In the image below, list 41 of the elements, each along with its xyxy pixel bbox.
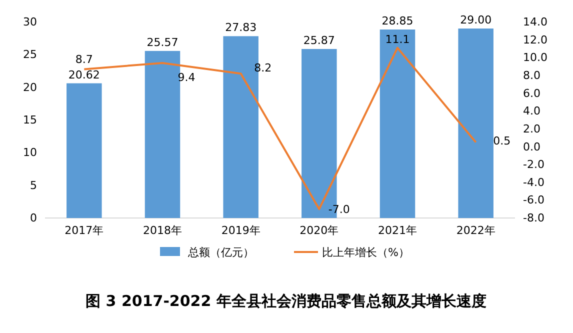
legend-label: 总额（亿元） [187,246,254,259]
y-tick-label: 0 [30,212,37,225]
y-tick-label: 30 [23,16,37,29]
data-label: 20.62 [68,68,100,82]
data-label: 0.5 [493,134,511,148]
y2-tick-label: 4.0 [523,104,540,118]
legend-label: 比上年增长（%） [322,246,410,259]
x-tick-label: 2022年 [456,224,496,237]
data-label: 8.7 [75,53,93,66]
bar [66,83,102,218]
bar [144,50,180,218]
bar [380,30,416,218]
y-tick-label: 25 [23,48,37,62]
data-label: 28.85 [382,14,414,28]
y2-tick-label: 10.0 [523,51,548,64]
y2-tick-label: 8.0 [523,68,540,82]
y2-tick-label: 12.0 [523,33,548,46]
data-label: 27.83 [225,21,257,34]
data-label: 11.1 [385,32,410,46]
x-tick-label: 2021年 [378,224,417,237]
y2-tick-label: 6.0 [523,86,540,100]
y-tick-label: 20 [23,80,37,94]
x-tick-label: 2019年 [221,224,260,237]
y-tick-label: 5 [30,178,37,192]
bar [458,28,494,218]
y-tick-label: 15 [23,114,37,127]
x-tick-label: 2017年 [64,224,104,237]
data-label: 29.00 [460,14,492,27]
y2-tick-label: -2.0 [523,158,544,172]
data-label: 25.87 [303,34,335,47]
data-label: 25.57 [146,36,178,49]
y2-tick-label: -4.0 [523,176,544,189]
y2-tick-label: -8.0 [523,212,544,225]
y2-tick-label: 2.0 [523,122,540,136]
y-tick-label: 10 [23,146,37,160]
y2-tick-label: 0.0 [523,140,540,154]
y2-tick-label: 14.0 [523,16,548,29]
x-tick-label: 2020年 [300,224,339,237]
x-tick-label: 2018年 [143,224,182,237]
y2-tick-label: -6.0 [523,194,544,207]
text: 图 3 2017-2022 年全县社会消费品零售总额及其增长速度 [86,292,486,310]
